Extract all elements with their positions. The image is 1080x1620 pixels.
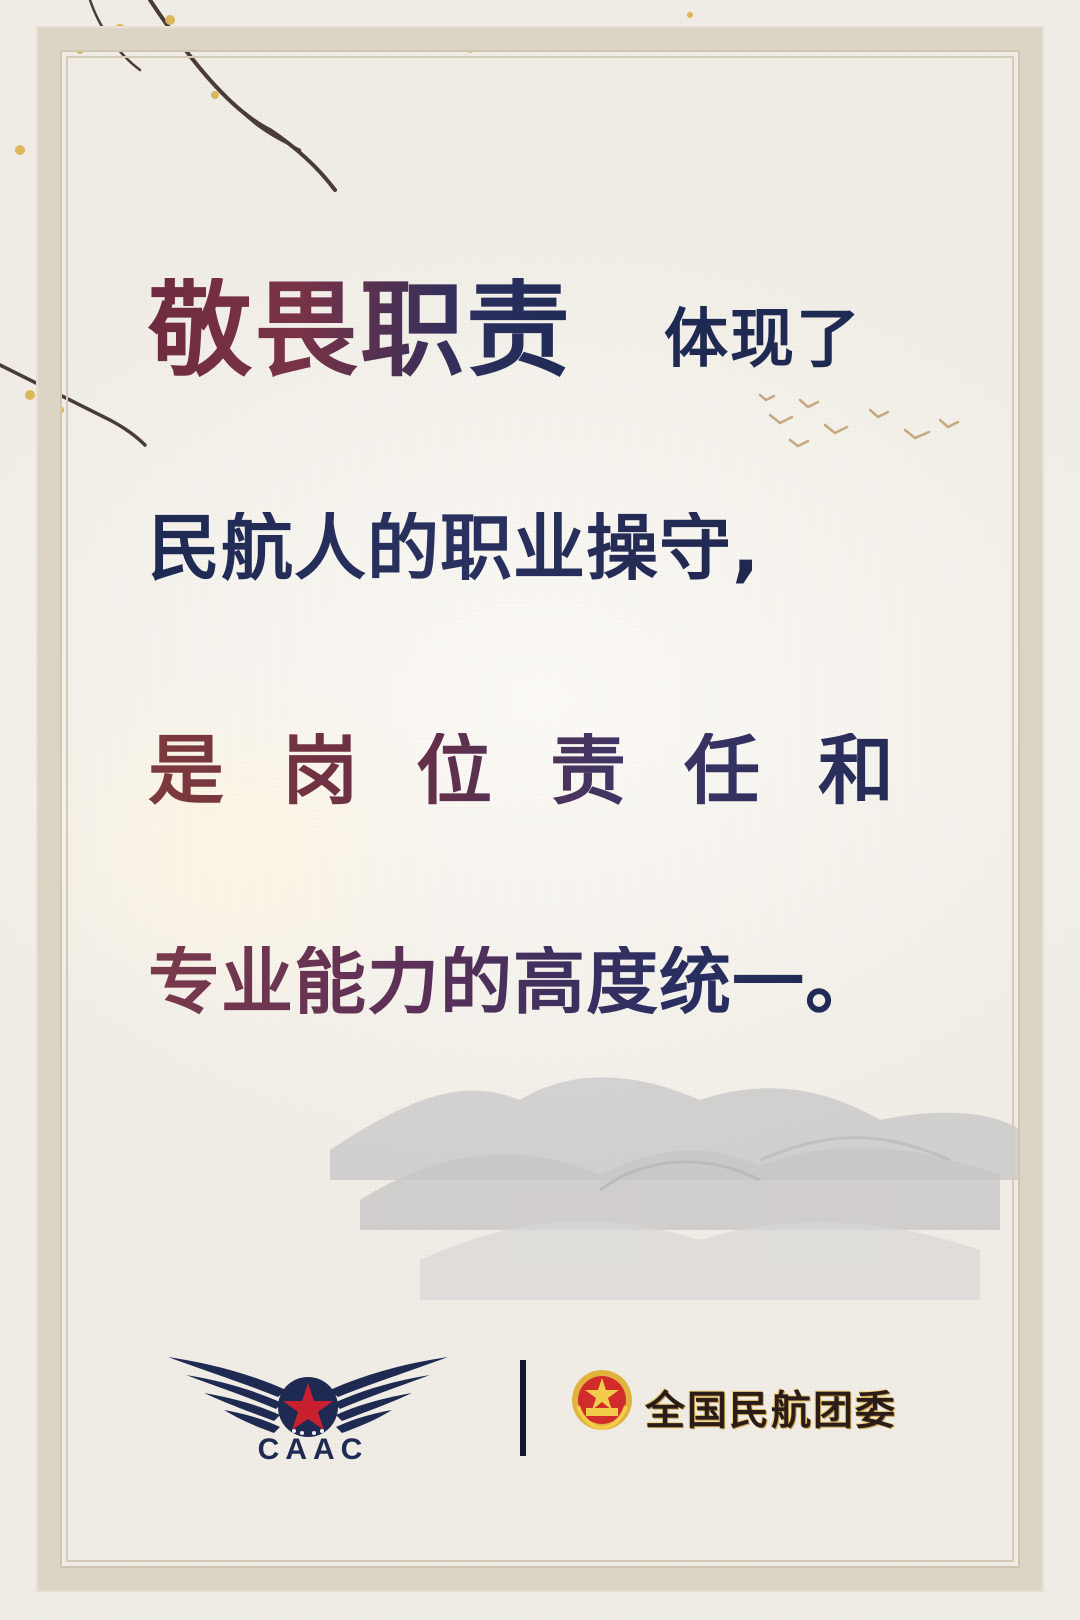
organization-name: 全国民航团委 (645, 1388, 897, 1434)
headline-rest: 体现了 (664, 303, 862, 377)
caac-logo-text: CAAC (257, 1433, 369, 1466)
body-line-3: 是岗位责任和 (148, 726, 952, 815)
body-line-4: 专业能力的高度统一。 (148, 940, 879, 1024)
youth-league-emblem-icon (572, 1370, 632, 1431)
outer-frame (38, 28, 1042, 1590)
body-line-2: 民航人的职业操守, (148, 506, 761, 590)
inner-frame (66, 56, 1014, 1562)
footer-divider (520, 1360, 526, 1456)
caac-wings-logo-icon (168, 1357, 448, 1437)
headline-emphasis: 敬畏职责 (148, 269, 573, 391)
